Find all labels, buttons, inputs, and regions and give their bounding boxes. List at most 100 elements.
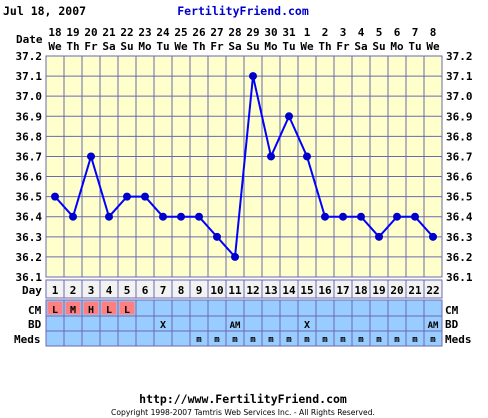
y-tick-label: 36.1 <box>16 271 43 284</box>
cycle-day-label: 10 <box>210 284 223 297</box>
y-tick-label: 37.1 <box>446 70 473 83</box>
date-number: 29 <box>246 26 259 39</box>
day-of-week: Su <box>120 40 133 53</box>
meds-value: m <box>268 335 274 345</box>
meds-value: m <box>322 335 328 345</box>
cm-cell-highlight <box>65 301 81 315</box>
date-number: 24 <box>156 26 170 39</box>
meds-row-label-right: Meds <box>445 333 472 346</box>
site-name-link[interactable]: FertilityFriend.com <box>177 4 309 18</box>
cycle-day-label: 2 <box>70 284 77 297</box>
temperature-point <box>213 232 221 241</box>
temperature-point <box>339 212 347 221</box>
day-of-week: Th <box>192 40 205 53</box>
date-header: 18We19Th20Fr21Sa22Su23Mo24Tu25We26Th27Fr… <box>48 26 440 53</box>
day-of-week: Th <box>66 40 79 53</box>
temperature-point <box>321 212 329 221</box>
cycle-day-label: 7 <box>160 284 167 297</box>
y-tick-label: 36.6 <box>16 171 43 184</box>
temperature-point <box>141 192 149 201</box>
day-of-week: Tu <box>282 40 295 53</box>
cm-value: L <box>106 305 112 316</box>
date-number: 1 <box>304 26 311 39</box>
temperature-series <box>51 72 437 261</box>
cm-row-label-left: CM <box>28 304 42 317</box>
day-of-week: Fr <box>336 40 350 53</box>
day-of-week: Th <box>318 40 331 53</box>
temperature-point <box>51 192 59 201</box>
footer-copyright: Copyright 1998-2007 Tamtris Web Services… <box>111 408 375 417</box>
date-number: 30 <box>264 26 277 39</box>
date-number: 28 <box>228 26 241 39</box>
day-of-week: Sa <box>102 40 115 53</box>
y-tick-label: 36.9 <box>16 110 43 123</box>
footer-url-link[interactable]: http://www.FertilityFriend.com <box>139 392 347 406</box>
date-number: 27 <box>210 26 223 39</box>
day-of-week: Sa <box>354 40 367 53</box>
date-number: 5 <box>376 26 383 39</box>
day-of-week: Fr <box>84 40 98 53</box>
day-of-week: Su <box>246 40 259 53</box>
y-tick-label: 36.1 <box>446 271 473 284</box>
cycle-day-label: 19 <box>372 284 385 297</box>
meds-value: m <box>232 335 238 345</box>
day-of-week: Mo <box>264 40 278 53</box>
y-tick-label: 36.7 <box>16 150 43 163</box>
meds-value: m <box>376 335 382 345</box>
temperature-point <box>195 212 203 221</box>
y-tick-label: 36.4 <box>446 211 473 224</box>
y-tick-label: 36.3 <box>446 231 473 244</box>
date-number: 19 <box>66 26 79 39</box>
day-of-week: Su <box>372 40 385 53</box>
temperature-point <box>69 212 77 221</box>
meds-value: m <box>430 335 436 345</box>
cycle-day-label: 14 <box>282 284 296 297</box>
y-tick-label: 36.6 <box>446 171 473 184</box>
date-number: 2 <box>322 26 329 39</box>
cycle-day-label: 22 <box>426 284 439 297</box>
y-axis-right: 37.2 37.1 37.0 36.9 36.8 36.7 36.6 36.5 36.4 36.3… <box>446 50 473 284</box>
plot-area <box>45 55 443 278</box>
meds-value: m <box>304 335 310 345</box>
bd-value: AM <box>428 321 439 331</box>
bd-value: X <box>160 320 166 331</box>
cm-value: H <box>88 305 94 316</box>
y-tick-label: 37.0 <box>446 90 473 103</box>
cm-cell-highlight <box>83 301 99 315</box>
day-of-week: Sa <box>228 40 241 53</box>
temperature-line <box>54 75 434 260</box>
date-number: 3 <box>340 26 347 39</box>
meds-value: m <box>394 335 400 345</box>
date-number: 7 <box>412 26 419 39</box>
temperature-point <box>285 112 293 121</box>
cycle-day-label: 21 <box>408 284 422 297</box>
cycle-day-label: 13 <box>264 284 277 297</box>
temperature-point <box>393 212 401 221</box>
cm-value: L <box>124 305 130 316</box>
chart-date-text: Jul 18, 2007 <box>3 4 86 18</box>
date-row-label: Date <box>16 33 43 46</box>
y-tick-label: 36.2 <box>16 251 43 264</box>
y-tick-label: 37.2 <box>16 50 43 63</box>
meds-value: m <box>358 335 364 345</box>
date-number: 8 <box>430 26 437 39</box>
meds-value: m <box>340 335 346 345</box>
meds-value: m <box>214 335 220 345</box>
cm-cell-highlight <box>47 301 63 315</box>
cycle-day-label: 20 <box>390 284 403 297</box>
cycle-day-label: 3 <box>88 284 95 297</box>
temperature-point <box>303 152 311 161</box>
y-tick-label: 36.4 <box>16 211 43 224</box>
y-tick-label: 36.5 <box>16 191 43 204</box>
cycle-day-label: 17 <box>336 284 349 297</box>
day-of-week: Tu <box>156 40 169 53</box>
day-row-label: Day <box>22 284 42 297</box>
cm-row-label-right: CM <box>445 304 459 317</box>
temperature-point <box>411 212 419 221</box>
cycle-day-label: 8 <box>178 284 185 297</box>
temperature-point <box>123 192 131 201</box>
cycle-day-label: 9 <box>196 284 203 297</box>
temperature-point <box>267 152 275 161</box>
